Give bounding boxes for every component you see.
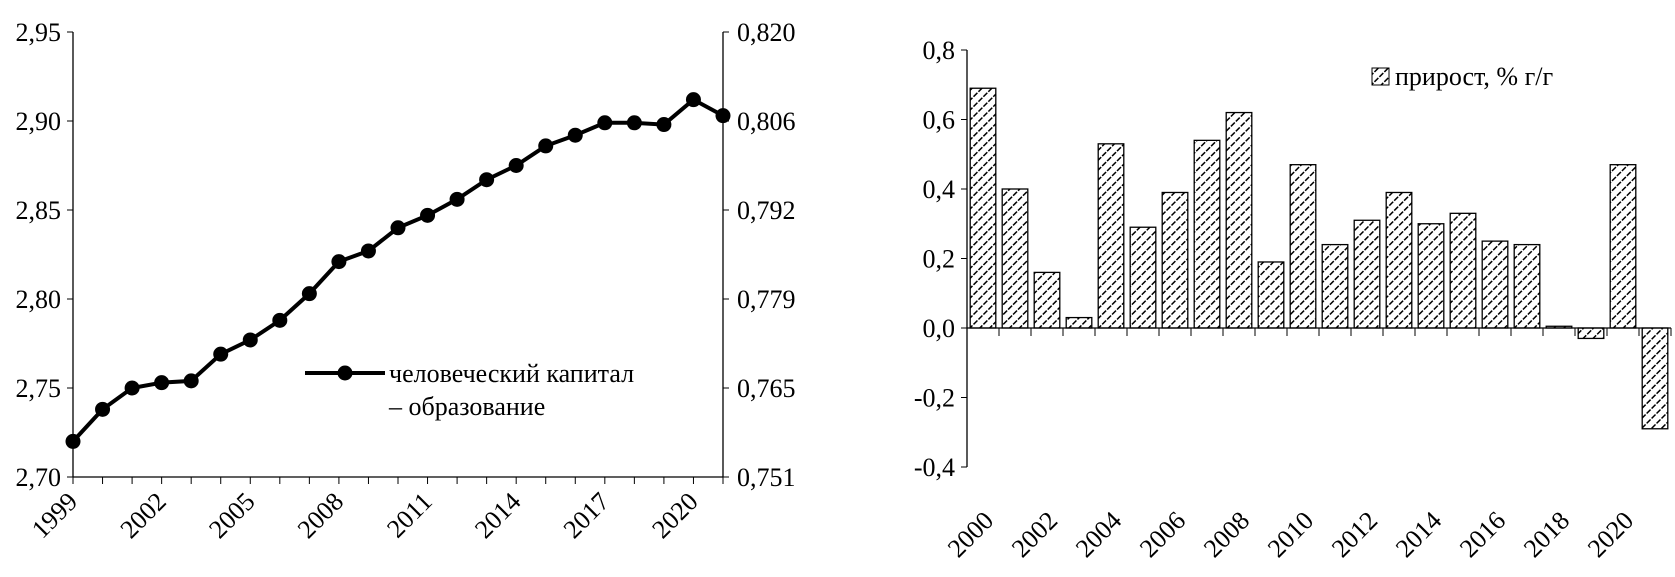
x-tick-label: 2002 <box>1006 506 1063 563</box>
bar <box>1449 212 1477 329</box>
data-point <box>626 115 642 131</box>
x-tick-label: 2012 <box>1326 506 1383 563</box>
bar <box>1193 139 1221 329</box>
y-tick-label: -0,2 <box>914 384 955 413</box>
x-tick-label: 2006 <box>1134 506 1191 563</box>
x-tick-label: 2014 <box>1390 506 1447 563</box>
x-tick-label: 2016 <box>1454 506 1511 563</box>
x-tick-label: 2008 <box>292 487 349 544</box>
data-point <box>331 254 347 270</box>
data-point <box>124 380 140 396</box>
x-tick-label: 2005 <box>203 487 260 544</box>
x-tick-label: 1999 <box>26 487 83 544</box>
data-point <box>242 332 258 348</box>
bar <box>1385 191 1413 329</box>
bar <box>1033 271 1061 329</box>
line-chart: 2,70 0,751 2,75 0,765 2,80 0,779 2,85 0,792 2,90… <box>16 18 796 544</box>
data-point <box>95 401 111 417</box>
x-tick-label: 2010 <box>1262 506 1319 563</box>
data-point <box>449 191 465 207</box>
data-point <box>508 158 524 173</box>
y-tick-label: 2,80 <box>16 285 62 314</box>
bar <box>969 87 997 329</box>
bar <box>1065 316 1093 329</box>
legend-label: – образование <box>388 392 545 421</box>
data-point <box>272 312 288 328</box>
data-point <box>420 207 436 223</box>
x-tick-label: 2002 <box>115 487 172 544</box>
data-point <box>154 375 170 391</box>
data-point <box>656 117 672 133</box>
y2-tick-label: 0,806 <box>737 107 796 136</box>
x-tick-label: 2011 <box>381 487 438 544</box>
data-point <box>183 373 199 389</box>
y-tick-label: -0,4 <box>914 453 955 482</box>
data-point <box>715 108 731 124</box>
legend-swatch <box>1371 67 1390 86</box>
series-line <box>71 97 724 443</box>
y-tick-label: 0,2 <box>923 245 956 274</box>
bar <box>1577 327 1605 340</box>
data-point <box>685 92 701 108</box>
y-tick-label: 0,6 <box>923 106 956 135</box>
data-point <box>301 286 317 302</box>
bar <box>1225 111 1253 329</box>
bar <box>1417 223 1445 329</box>
y-tick-label: 2,90 <box>16 107 62 136</box>
y2-tick-label: 0,779 <box>737 285 796 314</box>
legend-label: человеческий капитал <box>389 359 634 388</box>
bar <box>1001 188 1029 329</box>
x-tick-label: 2018 <box>1518 506 1575 563</box>
bar <box>1513 243 1541 329</box>
y-tick-label: 0,4 <box>923 175 956 204</box>
y-tick-label: 2,95 <box>16 18 62 47</box>
data-point <box>213 346 229 362</box>
y-tick-label: 2,70 <box>16 463 62 492</box>
x-tick-label: 2000 <box>942 506 999 563</box>
y2-tick-label: 0,751 <box>737 463 796 492</box>
bar <box>1289 164 1317 329</box>
x-tick-label: 2014 <box>469 487 526 544</box>
bar <box>1257 261 1285 329</box>
x-tick-label: 2020 <box>646 487 703 544</box>
legend-marker <box>337 365 353 381</box>
y2-tick-label: 0,820 <box>737 18 796 47</box>
bar <box>1353 219 1381 329</box>
bar <box>1129 226 1157 329</box>
data-point <box>65 433 81 449</box>
x-tick-label: 2020 <box>1582 506 1639 563</box>
bar <box>1321 243 1349 329</box>
data-point <box>597 115 613 131</box>
y-tick-label: 2,85 <box>16 196 62 225</box>
x-tick-label: 2008 <box>1198 506 1255 563</box>
y2-tick-label: 0,765 <box>737 374 796 403</box>
y-tick-label: 2,75 <box>16 374 62 403</box>
bar <box>1481 240 1509 329</box>
data-point <box>567 127 583 143</box>
bar <box>1097 143 1125 329</box>
y-tick-label: 0,0 <box>923 314 956 343</box>
data-point <box>390 220 406 236</box>
bar <box>1161 191 1189 329</box>
legend-label: прирост, % г/г <box>1395 62 1553 91</box>
data-point <box>538 138 554 154</box>
x-tick-label: 2017 <box>558 487 615 544</box>
y-tick-label: 0,8 <box>923 36 956 65</box>
y2-tick-label: 0,792 <box>737 196 796 225</box>
bar <box>1641 327 1669 430</box>
bar <box>1609 164 1637 329</box>
x-tick-label: 2004 <box>1070 506 1127 563</box>
data-point <box>479 172 495 188</box>
data-point <box>360 243 376 259</box>
